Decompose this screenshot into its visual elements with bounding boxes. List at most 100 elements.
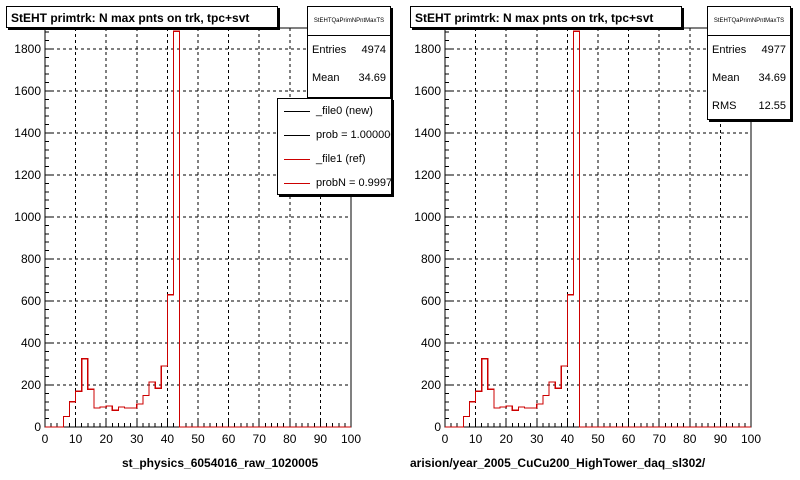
- histogram-bin: [69, 402, 75, 427]
- x-tick-label: 50: [591, 432, 605, 446]
- stats-entries-value: 4974: [361, 44, 386, 56]
- stats-rms-value: 12.55: [758, 100, 786, 112]
- stats-row-rms: RMS 12.55: [708, 92, 790, 120]
- histogram-panel-left: 0 10 20 30 40 50 60 70 80 90 100 0 200 400 600 800 1000 1…: [6, 6, 392, 470]
- histogram-bin: [500, 407, 506, 427]
- stats-box: StEHTQaPrimNPntMaxTS Entries 4977 Mean 3…: [707, 6, 791, 120]
- histogram-series-line: [445, 30, 751, 428]
- y-tick-label: 200: [421, 378, 441, 392]
- histogram-bin: [518, 407, 524, 427]
- histogram-bin: [537, 404, 543, 427]
- x-tick-label: 100: [341, 432, 361, 446]
- stats-histogram-name: StEHTQaPrimNPntMaxTS: [708, 7, 790, 36]
- stats-rms-label: RMS: [712, 100, 737, 112]
- y-tick-label: 0: [434, 420, 441, 434]
- stats-row-entries: Entries 4977: [708, 36, 790, 64]
- file-label: arision/year_2005_CuCu200_HighTower_daq_…: [410, 456, 706, 470]
- x-tick-label: 60: [222, 432, 236, 446]
- histogram-bin: [482, 359, 488, 427]
- histogram-bin: [506, 406, 512, 427]
- y-tick-label: 600: [21, 294, 41, 308]
- histogram-bin: [167, 295, 173, 427]
- histogram-bin: [555, 388, 561, 427]
- legend-label: probN = 0.99971: [316, 177, 392, 189]
- stats-box: StEHTQaPrimNPntMaxTS Entries 4974 Mean 3…: [307, 6, 391, 98]
- histogram-bin: [549, 382, 555, 427]
- histogram-bin: [88, 389, 94, 427]
- stats-mean-label: Mean: [312, 72, 340, 84]
- legend-entry: _file0 (new): [278, 99, 391, 123]
- legend-entry: probN = 0.99971: [278, 171, 392, 194]
- histogram-bin: [112, 410, 118, 427]
- y-tick-label: 1600: [414, 84, 441, 98]
- y-tick-label: 1400: [14, 126, 41, 140]
- x-tick-label: 10: [69, 432, 83, 446]
- x-tick-label: 10: [469, 432, 483, 446]
- histogram-bin: [488, 389, 494, 427]
- x-tick-label: 0: [42, 432, 49, 446]
- histogram-bin: [100, 407, 106, 427]
- histogram-bin: [543, 396, 549, 428]
- histogram-bin: [131, 408, 137, 427]
- histogram-bin: [125, 408, 131, 427]
- x-tick-label: 70: [653, 432, 667, 446]
- histogram-bin: [106, 406, 112, 427]
- x-tick-label: 100: [741, 432, 761, 446]
- x-tick-label: 40: [561, 432, 575, 446]
- histogram-bin: [137, 404, 143, 427]
- histogram-bin: [149, 382, 155, 427]
- histogram-bin: [512, 410, 518, 427]
- legend-line-icon: [284, 158, 310, 160]
- x-tick-label: 80: [283, 432, 297, 446]
- histogram-series-line: [45, 30, 351, 428]
- x-tick-label: 40: [161, 432, 175, 446]
- stats-mean-value: 34.69: [758, 72, 786, 84]
- y-tick-label: 200: [21, 378, 41, 392]
- x-tick-label: 80: [683, 432, 697, 446]
- y-tick-label: 400: [421, 336, 441, 350]
- x-tick-label: 50: [191, 432, 205, 446]
- chart-title: StEHT primtrk: N max pnts on trk, tpc+sv…: [6, 6, 278, 28]
- legend-label: _file0 (new): [316, 105, 373, 117]
- histogram-bin: [574, 31, 580, 427]
- stats-row-mean: Mean 34.69: [708, 64, 790, 92]
- stats-entries-label: Entries: [712, 44, 747, 56]
- legend-label: _file1 (ref): [316, 153, 366, 165]
- legend-label: prob = 1.000000: [316, 129, 392, 141]
- histogram-bin: [476, 391, 482, 427]
- histogram-bin: [63, 417, 69, 428]
- histogram-bin: [494, 408, 500, 427]
- legend-entry: prob = 1.000000: [278, 123, 391, 147]
- y-tick-label: 0: [34, 420, 41, 434]
- legend-entry: _file1 (ref): [278, 147, 391, 171]
- histogram-bin: [76, 391, 82, 427]
- stats-row-entries: Entries 4974: [308, 36, 390, 64]
- stats-mean-label: Mean: [712, 72, 740, 84]
- x-tick-label: 90: [314, 432, 328, 446]
- y-tick-label: 1000: [14, 210, 41, 224]
- histogram-bin: [174, 31, 180, 427]
- stats-entries-value: 4977: [761, 44, 786, 56]
- y-tick-label: 1400: [414, 126, 441, 140]
- y-tick-label: 800: [421, 252, 441, 266]
- stats-mean-value: 34.69: [358, 72, 386, 84]
- histogram-plot-left: 0 10 20 30 40 50 60 70 80 90 100020040060080010001…: [14, 27, 361, 446]
- histogram-panel-right: 0 10 20 30 40 50 60 70 80 90 100 0 200 400 600 800 1000 1…: [400, 0, 800, 480]
- x-tick-label: 70: [253, 432, 267, 446]
- file-label: st_physics_6054016_raw_1020005: [122, 456, 319, 470]
- x-tick-label: 90: [714, 432, 728, 446]
- x-tick-label: 0: [442, 432, 449, 446]
- x-tick-label: 60: [622, 432, 636, 446]
- histogram-bin: [118, 407, 124, 427]
- x-tick-label: 30: [530, 432, 544, 446]
- y-tick-label: 1600: [14, 84, 41, 98]
- stats-row-mean: Mean 34.69: [308, 64, 390, 92]
- histogram-bin: [525, 408, 531, 427]
- histogram-bin: [94, 408, 100, 427]
- legend-line-icon: [284, 182, 310, 184]
- legend: _file0 (new) prob = 1.000000 _file1 (ref…: [277, 98, 392, 195]
- y-tick-label: 1200: [14, 168, 41, 182]
- y-tick-label: 800: [21, 252, 41, 266]
- y-tick-label: 400: [21, 336, 41, 350]
- stats-entries-label: Entries: [312, 44, 347, 56]
